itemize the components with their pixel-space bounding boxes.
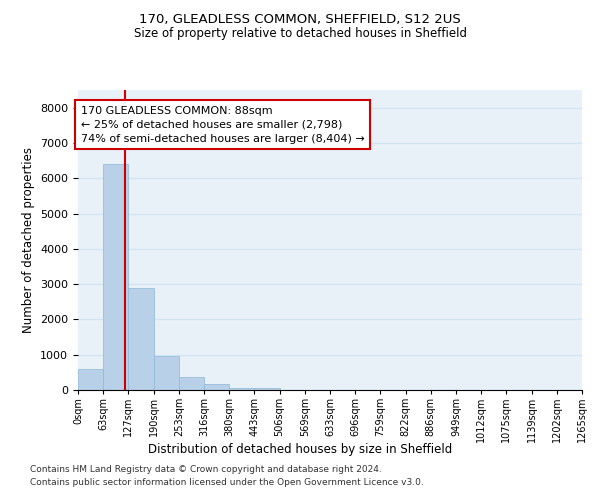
Bar — [78, 369, 103, 390]
Y-axis label: Number of detached properties: Number of detached properties — [22, 147, 35, 333]
Text: 170, GLEADLESS COMMON, SHEFFIELD, S12 2US: 170, GLEADLESS COMMON, SHEFFIELD, S12 2U… — [139, 12, 461, 26]
Text: Size of property relative to detached houses in Sheffield: Size of property relative to detached ho… — [133, 28, 467, 40]
Text: Distribution of detached houses by size in Sheffield: Distribution of detached houses by size … — [148, 442, 452, 456]
Text: Contains public sector information licensed under the Open Government Licence v3: Contains public sector information licen… — [30, 478, 424, 487]
Text: 170 GLEADLESS COMMON: 88sqm
← 25% of detached houses are smaller (2,798)
74% of : 170 GLEADLESS COMMON: 88sqm ← 25% of det… — [80, 106, 364, 144]
Text: Contains HM Land Registry data © Crown copyright and database right 2024.: Contains HM Land Registry data © Crown c… — [30, 466, 382, 474]
Bar — [254, 388, 280, 390]
Bar — [204, 384, 229, 390]
Bar — [103, 164, 128, 390]
Bar — [128, 288, 154, 390]
Bar — [229, 388, 254, 390]
Bar — [179, 378, 204, 390]
Bar — [154, 356, 179, 390]
